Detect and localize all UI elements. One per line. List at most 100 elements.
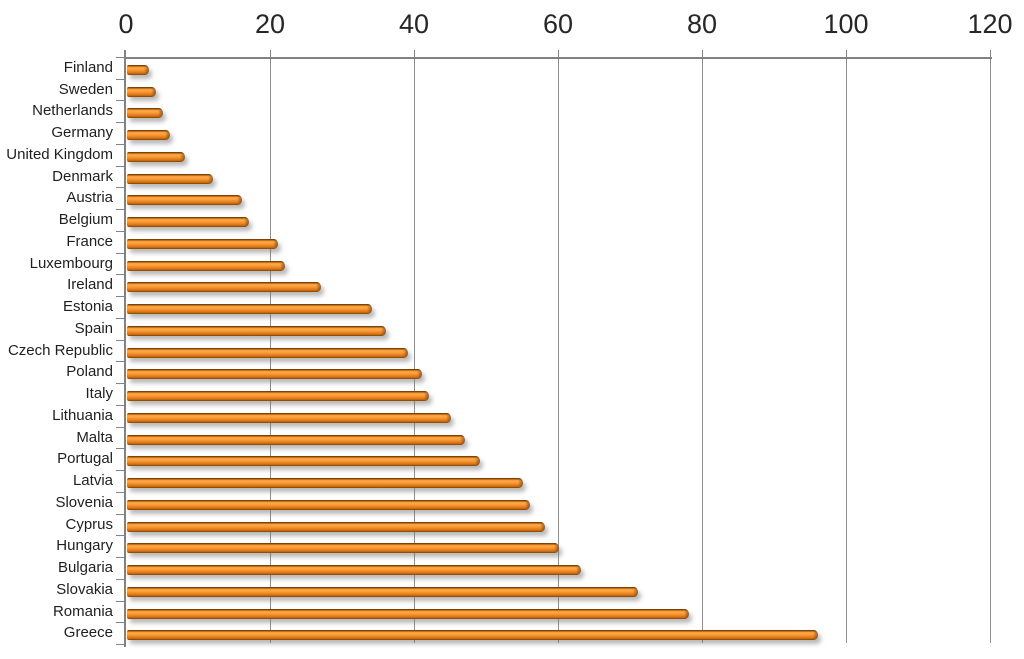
category-label: Lithuania bbox=[52, 407, 113, 424]
category-axis-tick bbox=[116, 79, 124, 80]
value-axis-tick bbox=[270, 50, 271, 57]
value-axis-tick bbox=[702, 50, 703, 57]
category-axis-tick bbox=[116, 274, 124, 275]
category-axis-tick bbox=[116, 644, 124, 645]
category-label: Portugal bbox=[57, 450, 113, 467]
bar-slovakia bbox=[127, 587, 638, 597]
bar-poland bbox=[127, 369, 422, 379]
category-label: Romania bbox=[52, 603, 113, 620]
category-label: Netherlands bbox=[32, 102, 113, 119]
bar-malta bbox=[127, 435, 465, 445]
category-axis-tick bbox=[116, 57, 124, 58]
category-label: Bulgaria bbox=[57, 559, 113, 576]
gridline bbox=[990, 59, 991, 643]
category-axis-tick bbox=[116, 100, 124, 101]
bar-hungary bbox=[127, 543, 559, 553]
gridline bbox=[414, 59, 415, 643]
category-axis-tick bbox=[116, 383, 124, 384]
gridline bbox=[558, 59, 559, 643]
category-label: Austria bbox=[66, 189, 113, 206]
bar-bulgaria bbox=[127, 565, 581, 575]
category-label: United Kingdom bbox=[6, 146, 113, 163]
x-tick-label: 120 bbox=[967, 9, 1013, 39]
bar-austria bbox=[127, 195, 242, 205]
category-axis-line bbox=[124, 50, 126, 647]
bar-cyprus bbox=[127, 522, 545, 532]
category-axis-tick bbox=[116, 514, 124, 515]
bar-spain bbox=[127, 326, 386, 336]
bar-united-kingdom bbox=[127, 152, 185, 162]
bar-italy bbox=[127, 391, 429, 401]
category-axis-tick bbox=[116, 296, 124, 297]
bar-romania bbox=[127, 609, 689, 619]
category-label: Greece bbox=[63, 624, 113, 641]
bar-france bbox=[127, 239, 278, 249]
category-label: Sweden bbox=[58, 81, 113, 98]
category-axis-tick bbox=[116, 340, 124, 341]
category-label: Cyprus bbox=[65, 516, 113, 533]
category-label: Poland bbox=[66, 363, 113, 380]
category-label: Czech Republic bbox=[7, 342, 113, 359]
category-label: Germany bbox=[51, 124, 113, 141]
category-label: Malta bbox=[76, 429, 113, 446]
bar-slovenia bbox=[127, 500, 530, 510]
x-tick-label: 60 bbox=[542, 9, 574, 39]
category-label: Hungary bbox=[56, 537, 113, 554]
bar-lithuania bbox=[127, 413, 451, 423]
category-axis-tick bbox=[116, 492, 124, 493]
gridline bbox=[702, 59, 703, 643]
category-axis-tick bbox=[116, 361, 124, 362]
category-label: France bbox=[66, 233, 113, 250]
x-tick-label: 20 bbox=[254, 9, 286, 39]
category-axis-tick bbox=[116, 122, 124, 123]
category-label: Denmark bbox=[52, 168, 113, 185]
category-label: Latvia bbox=[72, 472, 113, 489]
category-axis-tick bbox=[116, 144, 124, 145]
category-label: Finland bbox=[63, 59, 113, 76]
bar-luxembourg bbox=[127, 261, 285, 271]
value-axis-tick bbox=[414, 50, 415, 57]
category-label: Spain bbox=[74, 320, 113, 337]
category-axis-tick bbox=[116, 209, 124, 210]
bar-germany bbox=[127, 130, 170, 140]
bar-finland bbox=[127, 65, 149, 75]
category-label: Ireland bbox=[67, 276, 113, 293]
category-axis-tick bbox=[116, 601, 124, 602]
category-axis-tick bbox=[116, 318, 124, 319]
category-label: Italy bbox=[85, 385, 113, 402]
category-axis-tick bbox=[116, 557, 124, 558]
bar-greece bbox=[127, 630, 818, 640]
bar-sweden bbox=[127, 87, 156, 97]
category-label: Belgium bbox=[58, 211, 113, 228]
bar-portugal bbox=[127, 456, 480, 466]
category-label: Luxembourg bbox=[29, 255, 113, 272]
category-axis-tick bbox=[116, 427, 124, 428]
value-axis-line bbox=[124, 57, 992, 59]
category-axis-tick bbox=[116, 405, 124, 406]
bar-denmark bbox=[127, 174, 213, 184]
bar-czech-republic bbox=[127, 348, 408, 358]
category-label: Slovakia bbox=[56, 581, 113, 598]
bar-estonia bbox=[127, 304, 372, 314]
value-axis-tick bbox=[990, 50, 991, 57]
category-label: Estonia bbox=[62, 298, 113, 315]
category-axis-tick bbox=[116, 231, 124, 232]
value-axis-tick bbox=[846, 50, 847, 57]
bar-ireland bbox=[127, 282, 321, 292]
category-axis-tick bbox=[116, 253, 124, 254]
x-tick-label: 100 bbox=[823, 9, 869, 39]
x-tick-label: 80 bbox=[686, 9, 718, 39]
bar-belgium bbox=[127, 217, 249, 227]
category-label: Slovenia bbox=[55, 494, 113, 511]
x-tick-label: 0 bbox=[118, 9, 134, 39]
category-axis-tick bbox=[116, 579, 124, 580]
category-axis-tick bbox=[116, 448, 124, 449]
category-axis-tick bbox=[116, 470, 124, 471]
bar-netherlands bbox=[127, 108, 163, 118]
category-axis-tick bbox=[116, 187, 124, 188]
category-axis-tick bbox=[116, 166, 124, 167]
x-tick-label: 40 bbox=[398, 9, 430, 39]
gridline bbox=[846, 59, 847, 643]
category-axis-tick bbox=[116, 535, 124, 536]
